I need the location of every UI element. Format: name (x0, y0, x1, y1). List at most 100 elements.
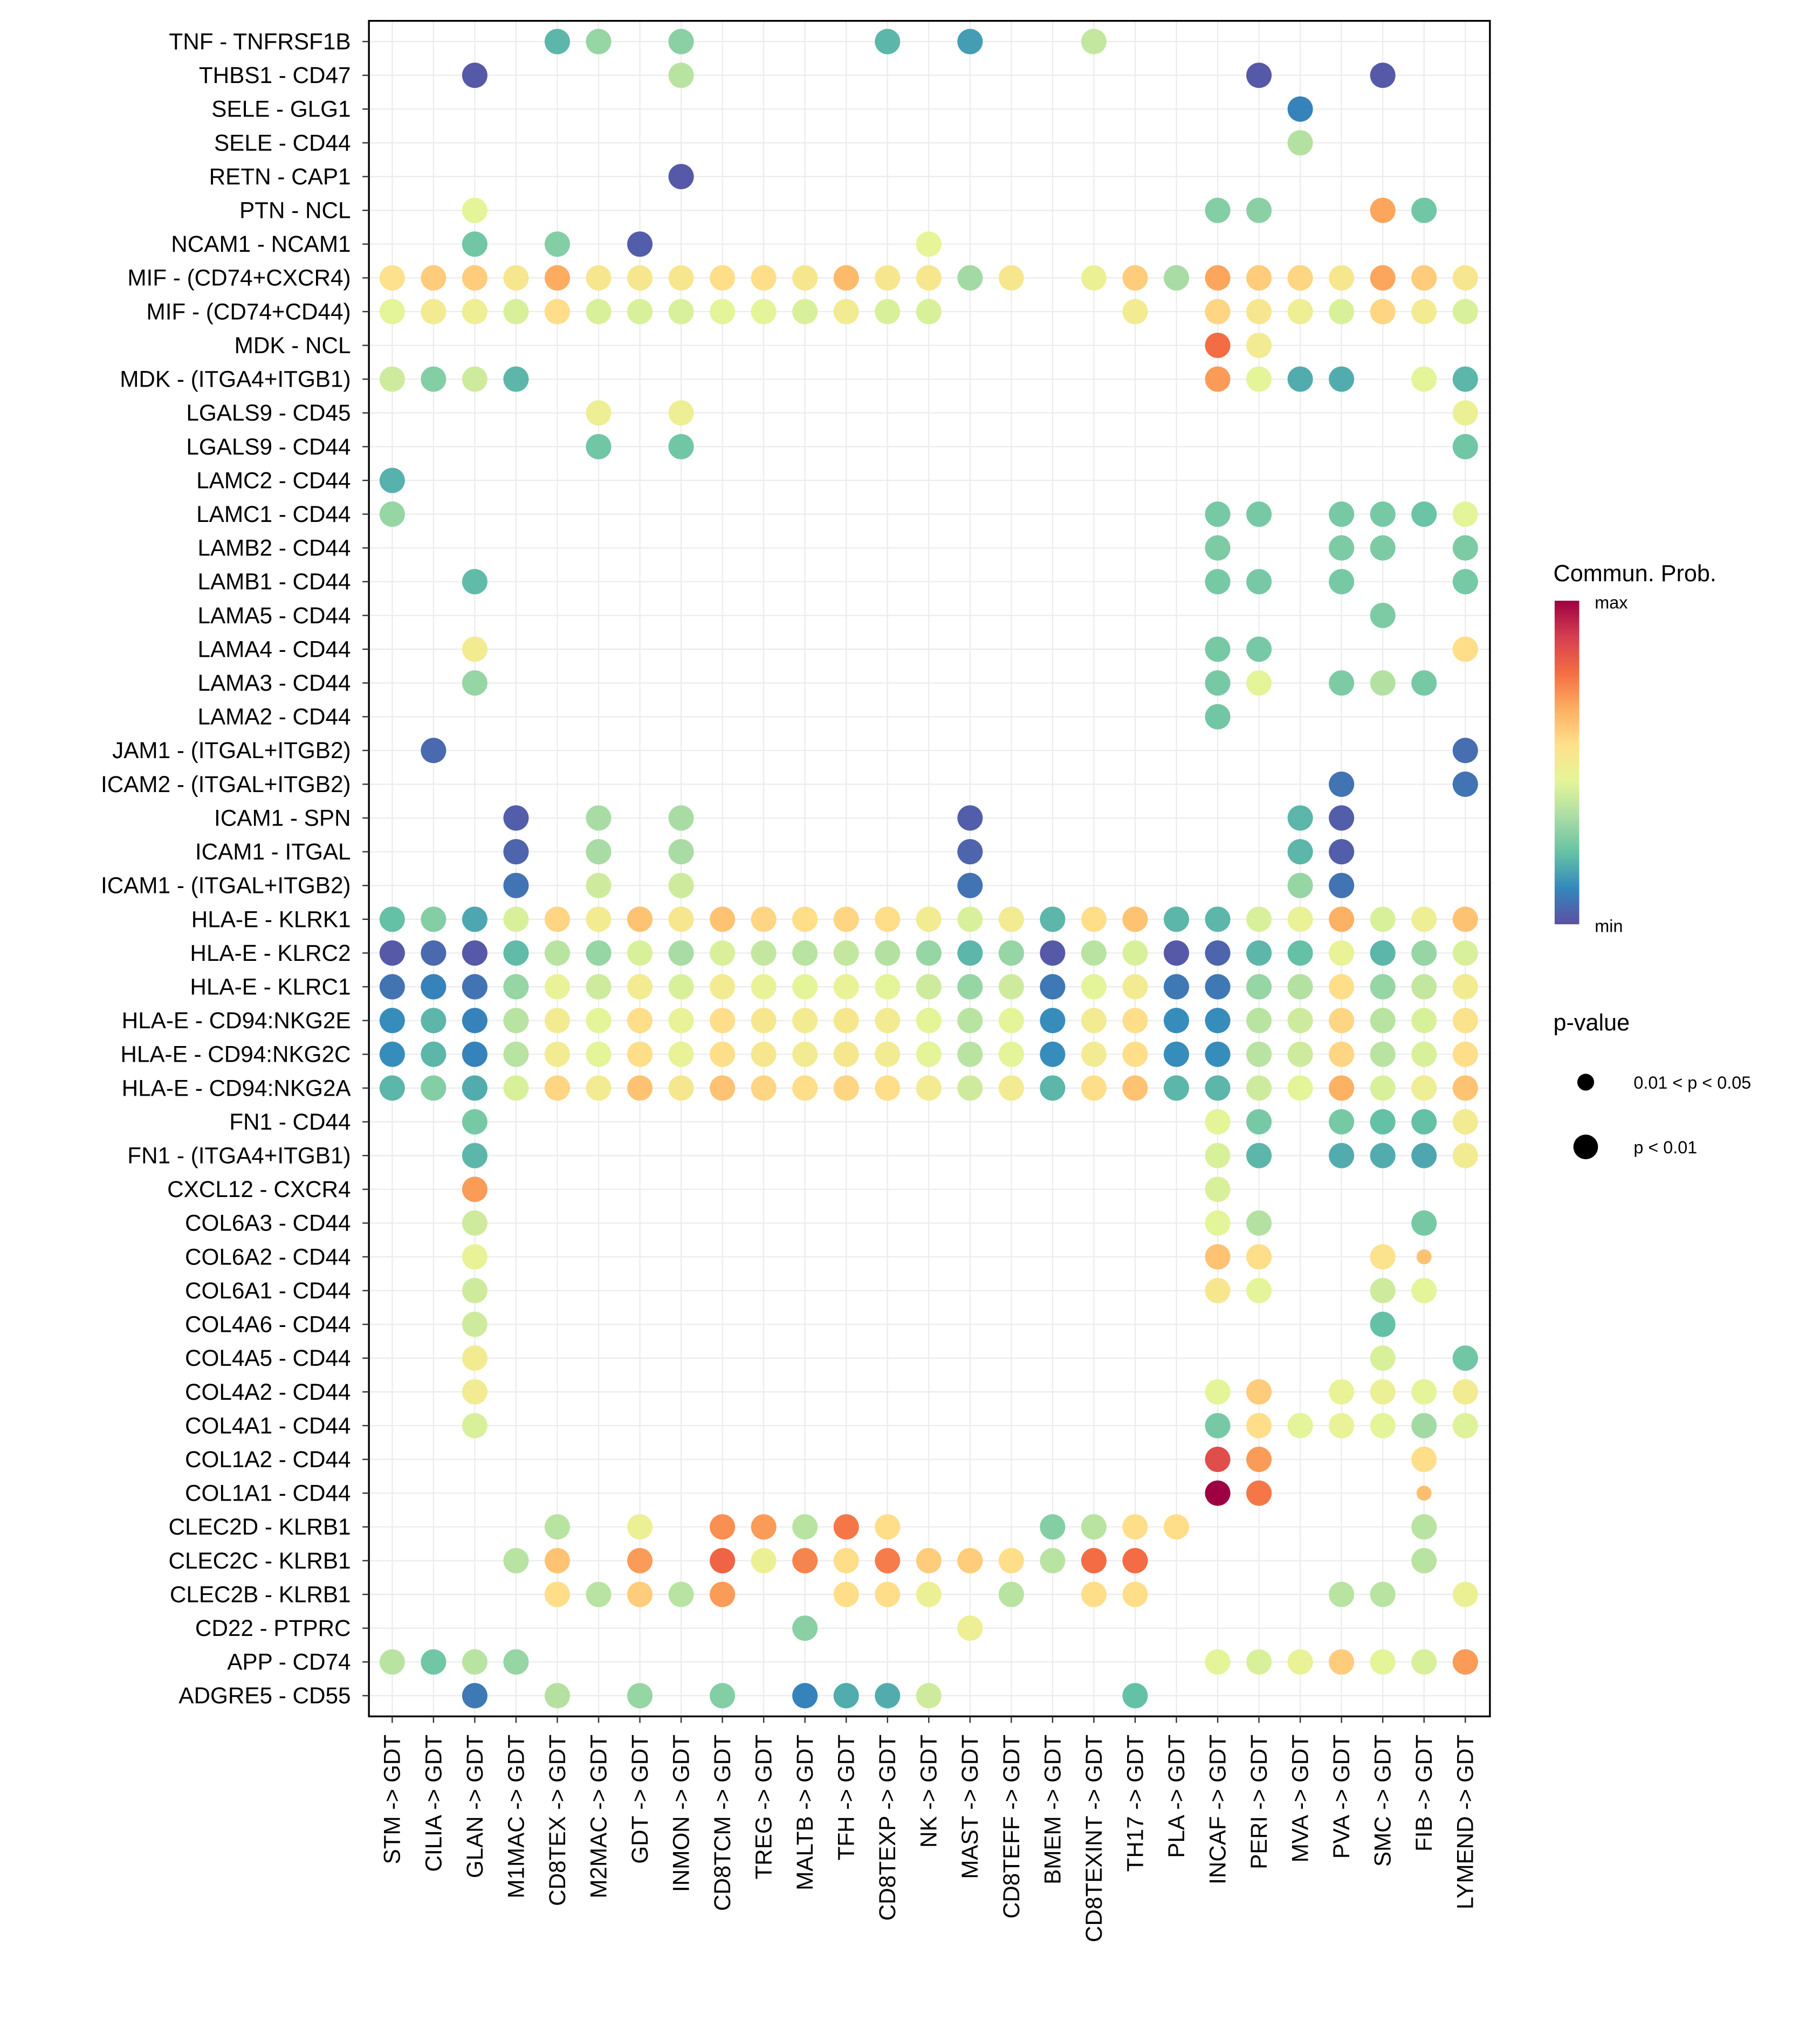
dot-lama4-cd44--incaf (1205, 636, 1231, 662)
dot-adgre5-cd55--th17 (1122, 1683, 1148, 1709)
dot-fn1-itga4-itgb1---pva (1329, 1143, 1355, 1168)
y-tick-label: LAMA5 - CD44 (198, 603, 351, 628)
x-tick-label: GLAN -> GDT (462, 1735, 487, 1878)
y-tick-label: LAMC2 - CD44 (196, 467, 351, 493)
dot-hla-e-klrc1--cd8texp (875, 974, 901, 1000)
dot-hla-e-cd94-nkg2a--gdt (627, 1075, 653, 1101)
x-tick-label: INCAF -> GDT (1205, 1735, 1230, 1885)
dot-hla-e-cd94-nkg2a--m1mac (503, 1075, 529, 1101)
y-tick-label: APP - CD74 (227, 1649, 351, 1675)
dot-lamb1-cd44--lymend (1452, 569, 1478, 595)
dot-mif-cd74-cd44---fib (1411, 299, 1437, 325)
x-tick-label: GDT -> GDT (627, 1735, 653, 1864)
dot-lamb2-cd44--incaf (1205, 535, 1231, 561)
x-tick-label: TREG -> GDT (751, 1735, 777, 1880)
dot-mif-cd74-cd44---smc (1370, 299, 1396, 325)
dot-hla-e-cd94-nkg2a--treg (751, 1075, 777, 1101)
dot-clec2b-klrb1--lymend (1452, 1581, 1478, 1607)
dot-hla-e-klrc1--stm (379, 974, 405, 1000)
y-tick-label: CLEC2D - KLRB1 (169, 1514, 351, 1539)
x-tick-label: LYMEND -> GDT (1453, 1735, 1478, 1909)
dot-mif-cd74-cxcr4---cd8tex (544, 265, 571, 291)
dot-hla-e-klrc2--cd8texint (1081, 940, 1107, 966)
dot-lama3-cd44--glan (462, 670, 487, 696)
dot-hla-e-cd94-nkg2e--stm (379, 1008, 405, 1034)
dot-hla-e-cd94-nkg2a--cd8texint (1081, 1075, 1107, 1101)
dot-hla-e-cd94-nkg2c--smc (1370, 1041, 1396, 1067)
y-tick-label: ICAM1 - ITGAL (195, 839, 351, 864)
dot-hla-e-klrc2--fib (1411, 940, 1437, 966)
dot-hla-e-klrc2--mva (1287, 940, 1313, 966)
dot-mif-cd74-cxcr4---glan (462, 265, 487, 291)
dot-hla-e-cd94-nkg2e--cd8texp (875, 1008, 901, 1034)
dot-mdk-itga4-itgb1---peri (1246, 366, 1272, 392)
dot-mif-cd74-cd44---th17 (1122, 299, 1148, 325)
dot-sele-glg1--mva (1287, 96, 1313, 122)
dot-lgals9-cd44--inmon (668, 434, 694, 459)
dot-mif-cd74-cxcr4---gdt (627, 265, 653, 291)
dot-hla-e-cd94-nkg2c--cd8teff (998, 1041, 1024, 1067)
dot-clec2b-klrb1--cd8tcm (710, 1581, 736, 1607)
dot-tnf-tnfrsf1b--cd8texint (1081, 29, 1107, 54)
y-tick-label: COL4A6 - CD44 (185, 1312, 351, 1337)
dot-icam1-itgal-itgb2---pva (1329, 872, 1355, 898)
x-tick-label: PVA -> GDT (1329, 1735, 1354, 1859)
x-tick-label: M2MAC -> GDT (586, 1735, 611, 1899)
dot-lamb1-cd44--peri (1246, 569, 1272, 595)
dot-hla-e-klrk1--maltb (792, 906, 818, 932)
dot-mif-cd74-cxcr4---m2mac (586, 265, 612, 291)
dot-hla-e-klrk1--cd8tcm (710, 906, 736, 932)
dots-layer (379, 29, 1478, 1709)
dot-fn1-itga4-itgb1---glan (462, 1143, 487, 1168)
dot-mif-cd74-cxcr4---cd8texint (1081, 265, 1107, 291)
dot-col4a1-cd44--mva (1287, 1413, 1313, 1439)
dot-col4a2-cd44--smc (1370, 1379, 1396, 1405)
dot-hla-e-cd94-nkg2c--gdt (627, 1041, 653, 1067)
y-tick-label: HLA-E - CD94:NKG2C (120, 1042, 351, 1067)
dot-col4a1-cd44--fib (1411, 1413, 1437, 1439)
dot-col6a3-cd44--peri (1246, 1210, 1272, 1236)
dot-hla-e-cd94-nkg2e--treg (751, 1008, 777, 1034)
dot-mdk-itga4-itgb1---m1mac (503, 366, 529, 392)
dot-mif-cd74-cd44---treg (751, 299, 777, 325)
dot-tnf-tnfrsf1b--m2mac (586, 29, 612, 54)
dot-hla-e-cd94-nkg2a--tfh (833, 1075, 859, 1101)
dot-retn-cap1--inmon (668, 163, 694, 190)
dot-hla-e-klrc2--glan (462, 940, 487, 966)
dot-hla-e-cd94-nkg2e--maltb (792, 1008, 818, 1034)
dot-clec2c-klrb1--bmem (1040, 1548, 1066, 1573)
y-tick-label: COL6A2 - CD44 (185, 1244, 351, 1269)
dot-clec2c-klrb1--m1mac (503, 1548, 529, 1573)
dot-clec2b-klrb1--pva (1329, 1581, 1355, 1607)
y-tick-label: RETN - CAP1 (209, 164, 351, 189)
x-tick-label: MVA -> GDT (1288, 1735, 1313, 1862)
y-tick-label: HLA-E - KLRC1 (190, 974, 351, 999)
dot-hla-e-cd94-nkg2a--m2mac (586, 1075, 612, 1101)
dot-hla-e-cd94-nkg2c--inmon (668, 1041, 694, 1067)
dot-hla-e-cd94-nkg2a--fib (1411, 1075, 1437, 1101)
dot-mif-cd74-cxcr4---pla (1164, 265, 1190, 291)
dot-clec2b-klrb1--tfh (833, 1581, 859, 1607)
dot-ncam1-ncam1--cd8tex (544, 231, 571, 257)
dot-hla-e-klrc1--th17 (1122, 974, 1148, 1000)
dot-col4a1-cd44--pva (1329, 1413, 1355, 1439)
dot-hla-e-klrc2--pva (1329, 940, 1355, 966)
dot-icam1-itgal-itgb2---mva (1287, 872, 1313, 898)
dot-mif-cd74-cxcr4---incaf (1205, 265, 1231, 291)
dot-clec2b-klrb1--gdt (627, 1581, 653, 1607)
dot-hla-e-cd94-nkg2a--mva (1287, 1075, 1313, 1101)
dot-adgre5-cd55--gdt (627, 1683, 653, 1709)
dot-hla-e-klrc1--fib (1411, 974, 1437, 1000)
dot-hla-e-klrc2--incaf (1205, 940, 1231, 966)
dot-col6a2-cd44--smc (1370, 1244, 1396, 1270)
x-tick-label: TH17 -> GDT (1122, 1735, 1148, 1872)
dot-col1a1-cd44--peri (1246, 1480, 1272, 1506)
dot-icam1-itgal--m2mac (586, 839, 612, 865)
y-tick-label: MIF - (CD74+CXCR4) (127, 265, 351, 291)
dot-mdk-ncl--incaf (1205, 333, 1231, 359)
dot-mif-cd74-cd44---pva (1329, 299, 1355, 325)
dot-icam1-spn--mva (1287, 805, 1313, 831)
dot-thbs1-cd47--inmon (668, 63, 694, 88)
y-tick-label: COL4A1 - CD44 (185, 1413, 351, 1438)
dot-hla-e-klrk1--cd8tex (544, 906, 571, 932)
